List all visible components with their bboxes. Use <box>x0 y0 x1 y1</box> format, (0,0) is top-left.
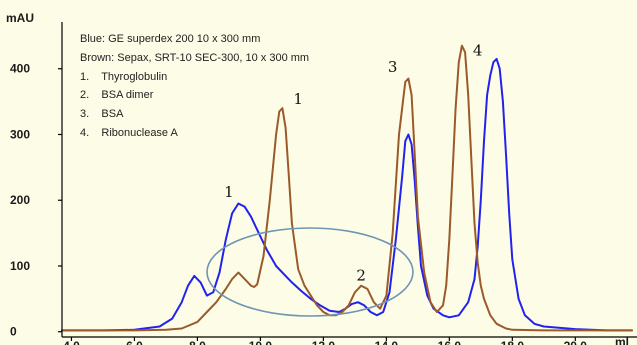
highlight-ellipse <box>206 227 414 317</box>
series-line-blue <box>61 57 633 332</box>
annotation-layer: 1 1 2 3 4 <box>224 42 482 285</box>
peak-label: 4 <box>473 42 483 60</box>
peak-label: 3 <box>388 58 398 76</box>
x-tick-label: 8.0 <box>189 339 206 345</box>
legend-line-brown: Brown: Sepax, SRT-10 SEC-300, 10 x 300 m… <box>80 52 309 64</box>
x-tick-group: 4.0 6.0 8.0 10.0 12.0 14.0 16.0 18.0 20.0 <box>63 337 587 345</box>
y-tick-label: 300 <box>10 127 30 141</box>
y-tick-label: 400 <box>10 62 30 76</box>
y-tick-label: 100 <box>10 259 30 273</box>
x-tick-label: 14.0 <box>375 339 399 345</box>
legend-block: Blue: GE superdex 200 10 x 300 mm Brown:… <box>80 33 309 139</box>
series-layer <box>61 44 633 332</box>
x-tick-label: 4.0 <box>63 339 80 345</box>
x-tick-label: 10.0 <box>249 339 273 345</box>
series-line-brown <box>61 44 633 332</box>
y-tick-group: 0 100 200 300 400 <box>10 62 62 339</box>
y-tick-label: 200 <box>10 193 30 207</box>
x-tick-label: 18.0 <box>501 339 525 345</box>
x-tick-label: 12.0 <box>312 339 336 345</box>
legend-item-ribonuclease-a: 4. Ribonuclease A <box>80 127 179 139</box>
legend-line-blue: Blue: GE superdex 200 10 x 300 mm <box>80 33 260 45</box>
peak-label: 2 <box>356 266 366 284</box>
legend-item-bsa-dimer: 2. BSA dimer <box>80 89 154 101</box>
x-tick-label: 20.0 <box>564 339 588 345</box>
legend-item-bsa: 3. BSA <box>80 108 124 120</box>
x-tick-label: 16.0 <box>438 339 462 345</box>
legend-item-thyroglobulin: 1. Thyroglobulin <box>80 71 167 83</box>
y-tick-label: 0 <box>10 325 17 339</box>
peak-label: 1 <box>293 90 303 108</box>
x-axis-unit-label: ml <box>615 335 629 345</box>
peak-label: 1 <box>224 183 234 201</box>
x-tick-label: 6.0 <box>126 339 143 345</box>
y-axis-unit-label: mAU <box>6 11 34 25</box>
